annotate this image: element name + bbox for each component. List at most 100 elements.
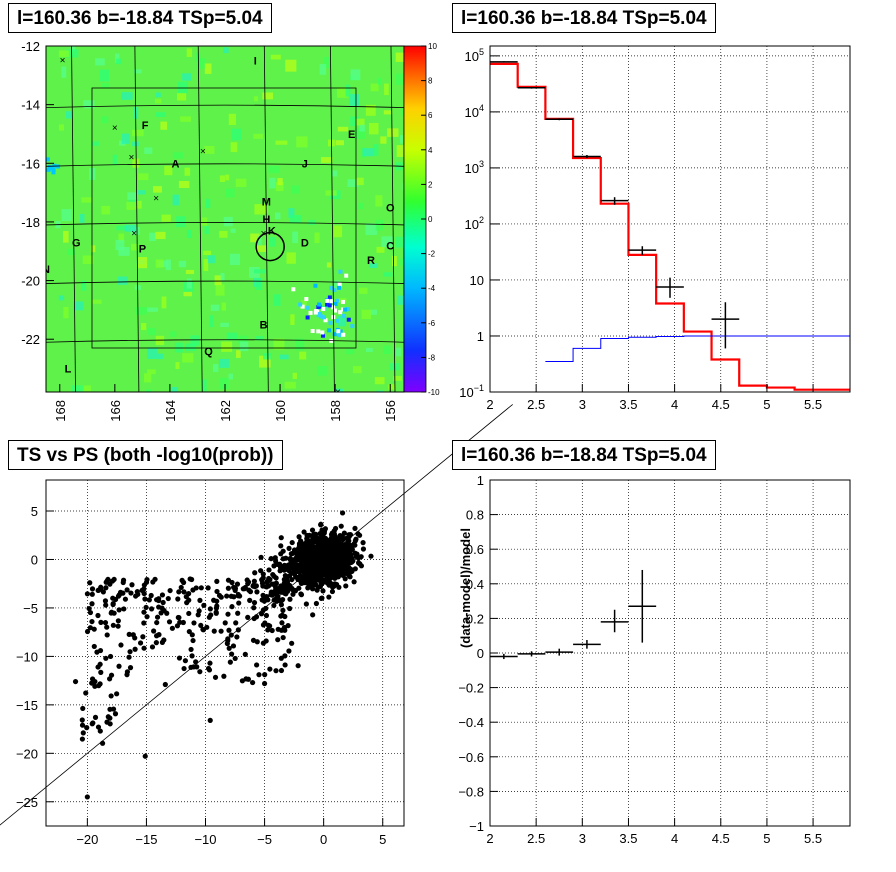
x-tick-label: 156 [383, 400, 398, 422]
scatter-point [143, 604, 149, 611]
scatter-point [289, 560, 296, 567]
scatter-panel: −20 −15 −10 −5 0 550−5−10−15−20−25 [0, 404, 513, 847]
scatter-point [186, 628, 192, 635]
heatmap-cell [337, 316, 347, 327]
heatmap-cell [137, 190, 146, 195]
scatter-point [360, 540, 366, 546]
heatmap-cell [335, 140, 344, 146]
scatter-point [245, 614, 251, 620]
heatmap-cell [182, 73, 192, 81]
heatmap-cell [101, 116, 109, 124]
heatmap-cell [165, 259, 172, 271]
scatter-point [153, 633, 160, 639]
scatter-point [282, 627, 288, 633]
heatmap-cell [289, 215, 302, 224]
x-tick-label: 4 [671, 397, 678, 412]
residual-panel: 2 2.5 3 3.5 4 4.5 5 5.5 1 0.8 0.6 0.4 0.2 0 −0.2 −0.4 −0… [458, 473, 851, 846]
scatter-point [327, 566, 333, 573]
scatter-point [272, 555, 278, 561]
scatter-point [263, 612, 270, 619]
y-tick-label: 5 [31, 504, 38, 519]
diagonal-line [0, 404, 513, 826]
scatter-point [267, 623, 273, 629]
scatter-point [166, 619, 173, 625]
scatter-point [278, 543, 284, 549]
x-tick-label: 166 [108, 400, 123, 422]
heatmap-cell [370, 83, 379, 92]
heatmap-cell [221, 302, 227, 311]
y-tick-label: -14 [21, 98, 40, 113]
heatmap-cell [219, 377, 229, 390]
scatter-point [351, 579, 357, 585]
scatter-point [198, 622, 204, 629]
heatmap-cell [135, 306, 147, 315]
heatmap-cell [117, 391, 124, 392]
heatmap-cell [397, 295, 403, 305]
heatmap-cell [356, 177, 364, 186]
scatter-point [174, 623, 181, 629]
scatter-point [191, 620, 197, 626]
x-tick-label: 158 [328, 400, 343, 422]
heatmap-cell [82, 255, 94, 265]
heatmap-cell [161, 296, 167, 309]
heatmap-cell [157, 353, 164, 360]
scatter-point [224, 593, 230, 599]
heatmap-cell [116, 225, 128, 231]
heatmap-cell-low [337, 285, 342, 290]
source-cross: × [261, 229, 267, 240]
heatmap-cell [164, 165, 173, 176]
y-tick-label: 0 [477, 646, 484, 661]
scatter-point [269, 627, 275, 634]
scatter-point [357, 561, 363, 567]
scatter-point [108, 693, 114, 699]
scatter-point [162, 681, 168, 688]
heatmap-cell [212, 364, 219, 373]
scatter-point [311, 557, 317, 564]
scatter-point [341, 571, 347, 577]
scatter-point [288, 551, 294, 557]
scatter-point [140, 634, 146, 640]
heatmap-cell [186, 48, 193, 57]
y-tick-label: -20 [21, 274, 40, 289]
x-tick-label: −20 [76, 832, 98, 847]
heatmap-cell [66, 248, 76, 255]
heatmap-cell-low [338, 269, 343, 274]
scatter-point [262, 672, 268, 678]
coord-line-lon [134, 46, 140, 392]
heatmap-cell-low [313, 283, 318, 288]
scatter-point [287, 557, 293, 563]
scatter-point [105, 714, 111, 720]
scatter-point [153, 597, 160, 603]
scatter-point [176, 589, 182, 595]
coord-line-lon [71, 46, 76, 392]
scatter-point [154, 619, 160, 626]
scatter-point [87, 580, 93, 586]
source-label-n: N [42, 264, 50, 276]
scatter-point [268, 556, 274, 562]
heatmap-cell [121, 133, 130, 144]
scatter-point [368, 553, 374, 559]
scatter-point [87, 625, 93, 631]
heatmap-cell-low [317, 311, 322, 316]
heatmap-cell [381, 236, 394, 248]
scatter-point [103, 655, 109, 661]
scatter-point [156, 604, 162, 610]
scatter-point [313, 600, 320, 607]
heatmap-cell [325, 190, 337, 196]
source-cross: × [112, 123, 118, 134]
residual-points [490, 569, 657, 660]
y-tick-label: −0.8 [458, 784, 484, 799]
scatter-point [103, 602, 109, 608]
scatter-point [247, 597, 253, 603]
heatmap-cell [228, 373, 234, 380]
heatmap-cell [137, 257, 148, 269]
heatmap-cell [121, 92, 133, 100]
scatter-point [80, 705, 86, 712]
scatter-point [251, 578, 257, 584]
heatmap-cell [126, 201, 136, 210]
heatmap-cell [255, 278, 263, 290]
y-tick-label: -18 [21, 215, 40, 230]
scatter-point [343, 583, 349, 589]
heatmap-cell [352, 366, 362, 374]
scatter-point [234, 581, 241, 587]
